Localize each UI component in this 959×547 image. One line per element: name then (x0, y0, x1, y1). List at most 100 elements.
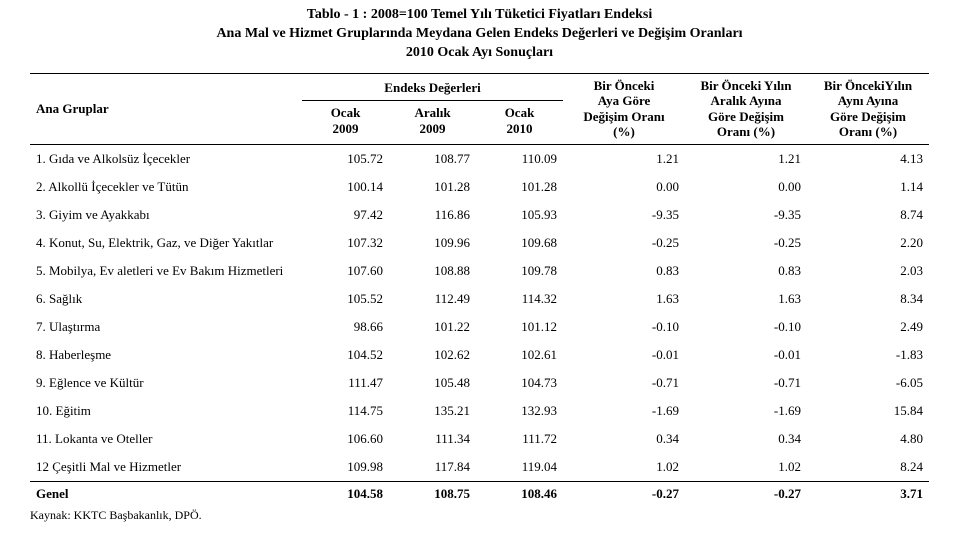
header-index-values: Endeks Değerleri (302, 73, 563, 100)
row-label: 10. Eğitim (30, 397, 302, 425)
row-label: 8. Haberleşme (30, 341, 302, 369)
row-v0: 114.75 (302, 397, 389, 425)
table-row: 6. Sağlık105.52112.49114.321.631.638.34 (30, 285, 929, 313)
title-block: Tablo - 1 : 2008=100 Temel Yılı Tüketici… (30, 6, 929, 63)
row-label: 5. Mobilya, Ev aletleri ve Ev Bakım Hizm… (30, 257, 302, 285)
row-v2: 101.12 (476, 313, 563, 341)
row-v3: -0.01 (563, 341, 685, 369)
total-v1: 108.75 (389, 482, 476, 507)
row-label: 3. Giyim ve Ayakkabı (30, 201, 302, 229)
header-col3: Ocak 2010 (476, 101, 563, 144)
row-v1: 117.84 (389, 453, 476, 482)
table-row: 2. Alkollü İçecekler ve Tütün100.14101.2… (30, 173, 929, 201)
row-v4: -0.71 (685, 369, 807, 397)
row-v1: 111.34 (389, 425, 476, 453)
row-v2: 110.09 (476, 145, 563, 174)
table-row: 1. Gıda ve Alkolsüz İçecekler105.72108.7… (30, 145, 929, 174)
header-row-1: Ana Gruplar Endeks Değerleri Bir Önceki … (30, 73, 929, 100)
row-v3: 1.63 (563, 285, 685, 313)
row-v4: 0.00 (685, 173, 807, 201)
row-label: 6. Sağlık (30, 285, 302, 313)
row-v4: -0.25 (685, 229, 807, 257)
row-v1: 109.96 (389, 229, 476, 257)
row-v5: 2.03 (807, 257, 929, 285)
title-line-1: Tablo - 1 : 2008=100 Temel Yılı Tüketici… (30, 6, 929, 25)
row-v2: 132.93 (476, 397, 563, 425)
row-v3: 0.34 (563, 425, 685, 453)
total-v2: 108.46 (476, 482, 563, 507)
row-v1: 102.62 (389, 341, 476, 369)
row-label: 7. Ulaştırma (30, 313, 302, 341)
row-v1: 116.86 (389, 201, 476, 229)
header-groups-label: Ana Gruplar (30, 73, 302, 144)
row-v5: 2.49 (807, 313, 929, 341)
row-v2: 109.68 (476, 229, 563, 257)
row-v0: 104.52 (302, 341, 389, 369)
table-row: 4. Konut, Su, Elektrik, Gaz, ve Diğer Ya… (30, 229, 929, 257)
row-v5: 4.13 (807, 145, 929, 174)
row-v3: -0.25 (563, 229, 685, 257)
table-row: 8. Haberleşme104.52102.62102.61-0.01-0.0… (30, 341, 929, 369)
row-v5: 15.84 (807, 397, 929, 425)
row-v3: -9.35 (563, 201, 685, 229)
row-v2: 105.93 (476, 201, 563, 229)
row-v4: -0.01 (685, 341, 807, 369)
page-container: Tablo - 1 : 2008=100 Temel Yılı Tüketici… (0, 0, 959, 533)
row-v5: 2.20 (807, 229, 929, 257)
row-v0: 111.47 (302, 369, 389, 397)
table-row: 3. Giyim ve Ayakkabı97.42116.86105.93-9.… (30, 201, 929, 229)
row-v4: 0.83 (685, 257, 807, 285)
row-v0: 97.42 (302, 201, 389, 229)
row-v5: 4.80 (807, 425, 929, 453)
row-v3: 1.21 (563, 145, 685, 174)
row-v0: 109.98 (302, 453, 389, 482)
row-v0: 107.60 (302, 257, 389, 285)
row-v3: 0.83 (563, 257, 685, 285)
header-col1: Ocak 2009 (302, 101, 389, 144)
row-v1: 101.22 (389, 313, 476, 341)
row-v4: -1.69 (685, 397, 807, 425)
row-v2: 119.04 (476, 453, 563, 482)
row-v1: 101.28 (389, 173, 476, 201)
row-v1: 108.77 (389, 145, 476, 174)
total-row: Genel 104.58 108.75 108.46 -0.27 -0.27 3… (30, 482, 929, 507)
row-label: 2. Alkollü İçecekler ve Tütün (30, 173, 302, 201)
row-v2: 109.78 (476, 257, 563, 285)
row-v3: -0.10 (563, 313, 685, 341)
row-v1: 112.49 (389, 285, 476, 313)
row-v0: 107.32 (302, 229, 389, 257)
row-v2: 104.73 (476, 369, 563, 397)
row-v3: -1.69 (563, 397, 685, 425)
row-v5: 8.24 (807, 453, 929, 482)
row-v1: 105.48 (389, 369, 476, 397)
row-label: 1. Gıda ve Alkolsüz İçecekler (30, 145, 302, 174)
row-v4: 0.34 (685, 425, 807, 453)
row-v0: 105.72 (302, 145, 389, 174)
row-v4: 1.02 (685, 453, 807, 482)
title-line-3: 2010 Ocak Ayı Sonuçları (30, 44, 929, 63)
row-v4: -0.10 (685, 313, 807, 341)
table-row: 11. Lokanta ve Oteller106.60111.34111.72… (30, 425, 929, 453)
row-v2: 114.32 (476, 285, 563, 313)
row-v4: 1.21 (685, 145, 807, 174)
row-v5: 8.74 (807, 201, 929, 229)
title-line-2: Ana Mal ve Hizmet Gruplarında Meydana Ge… (30, 25, 929, 44)
row-v3: -0.71 (563, 369, 685, 397)
row-v3: 1.02 (563, 453, 685, 482)
total-label: Genel (30, 482, 302, 507)
table-row: 7. Ulaştırma98.66101.22101.12-0.10-0.102… (30, 313, 929, 341)
row-v4: 1.63 (685, 285, 807, 313)
data-table: Ana Gruplar Endeks Değerleri Bir Önceki … (30, 73, 929, 506)
row-v2: 101.28 (476, 173, 563, 201)
row-v1: 108.88 (389, 257, 476, 285)
table-row: 12 Çeşitli Mal ve Hizmetler109.98117.841… (30, 453, 929, 482)
row-v2: 111.72 (476, 425, 563, 453)
row-v3: 0.00 (563, 173, 685, 201)
row-v0: 106.60 (302, 425, 389, 453)
header-col4: Bir Önceki Aya Göre Değişim Oranı (%) (563, 73, 685, 144)
total-v0: 104.58 (302, 482, 389, 507)
row-v5: -6.05 (807, 369, 929, 397)
row-v0: 100.14 (302, 173, 389, 201)
row-label: 4. Konut, Su, Elektrik, Gaz, ve Diğer Ya… (30, 229, 302, 257)
row-label: 11. Lokanta ve Oteller (30, 425, 302, 453)
